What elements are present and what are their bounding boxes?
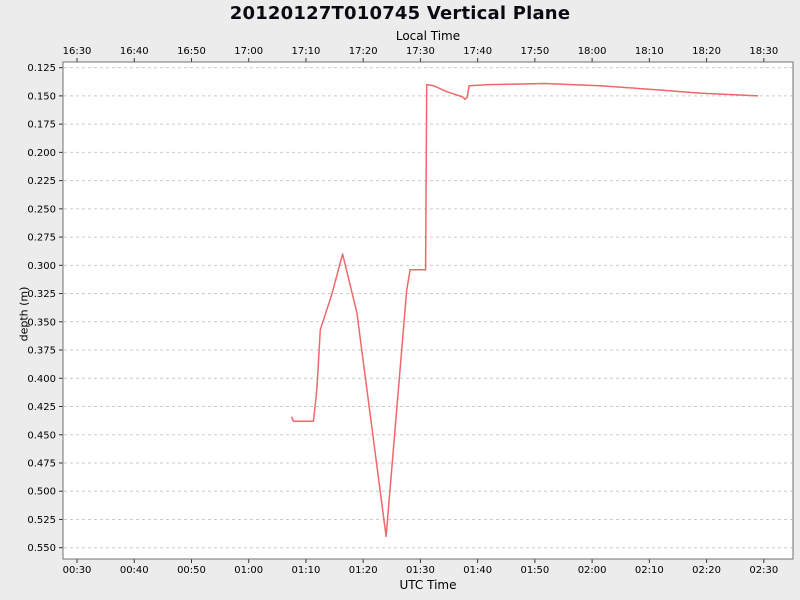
x-tick-label-utc: 01:10 <box>292 565 321 576</box>
x-tick-label-local: 17:50 <box>520 46 549 57</box>
x-tick-label-local: 18:30 <box>749 46 778 57</box>
y-tick-label: 0.225 <box>27 176 56 187</box>
y-tick-label: 0.325 <box>27 289 56 300</box>
x-tick-label-local: 18:20 <box>692 46 721 57</box>
x-tick-label-utc: 01:30 <box>406 565 435 576</box>
x-tick-label-local: 17:00 <box>234 46 263 57</box>
x-tick-label-local: 17:30 <box>406 46 435 57</box>
x-tick-label-local: 18:00 <box>578 46 607 57</box>
chart-title: 20120127T010745 Vertical Plane <box>229 3 571 24</box>
x-tick-label-utc: 01:00 <box>234 565 263 576</box>
depth-line <box>290 82 759 538</box>
y-tick-label: 0.525 <box>27 515 56 526</box>
x-tick-label-utc: 01:40 <box>463 565 492 576</box>
plot-border <box>62 61 794 560</box>
x-tick-label-utc: 02:00 <box>578 565 607 576</box>
x-tick-label-utc: 00:50 <box>177 565 206 576</box>
x-tick-label-utc: 01:20 <box>349 565 378 576</box>
x-tick-label-local: 17:10 <box>292 46 321 57</box>
y-tick-label: 0.175 <box>27 120 56 131</box>
x-tick-label-utc: 02:10 <box>635 565 664 576</box>
x-tick-label-utc: 01:50 <box>520 565 549 576</box>
x-tick-label-utc: 00:30 <box>63 565 92 576</box>
y-tick-label: 0.125 <box>27 63 56 74</box>
y-tick-label: 0.375 <box>27 346 56 357</box>
x-tick-label-local: 18:10 <box>635 46 664 57</box>
y-tick-label: 0.550 <box>27 543 56 554</box>
x-tick-label-utc: 02:20 <box>692 565 721 576</box>
x-tick-label-local: 16:40 <box>120 46 149 57</box>
y-tick-label: 0.350 <box>27 317 56 328</box>
y-tick-label: 0.500 <box>27 487 56 498</box>
y-tick-label: 0.300 <box>27 261 56 272</box>
y-axis-title: depth (m) <box>17 286 31 342</box>
top-axis-title: Local Time <box>395 29 461 43</box>
x-tick-label-utc: 02:30 <box>749 565 778 576</box>
y-tick-label: 0.400 <box>27 374 56 385</box>
x-tick-label-local: 17:40 <box>463 46 492 57</box>
y-tick-label: 0.475 <box>27 458 56 469</box>
y-tick-label: 0.450 <box>27 430 56 441</box>
y-tick-label: 0.200 <box>27 148 56 159</box>
y-tick-label: 0.275 <box>27 233 56 244</box>
x-tick-label-local: 16:30 <box>63 46 92 57</box>
y-tick-label: 0.425 <box>27 402 56 413</box>
x-tick-label-local: 17:20 <box>349 46 378 57</box>
y-tick-label: 0.150 <box>27 91 56 102</box>
x-tick-label-local: 16:50 <box>177 46 206 57</box>
plot-background <box>63 62 793 559</box>
x-tick-label-utc: 00:40 <box>120 565 149 576</box>
bottom-axis-title: UTC Time <box>399 578 457 592</box>
y-tick-label: 0.250 <box>27 204 56 215</box>
